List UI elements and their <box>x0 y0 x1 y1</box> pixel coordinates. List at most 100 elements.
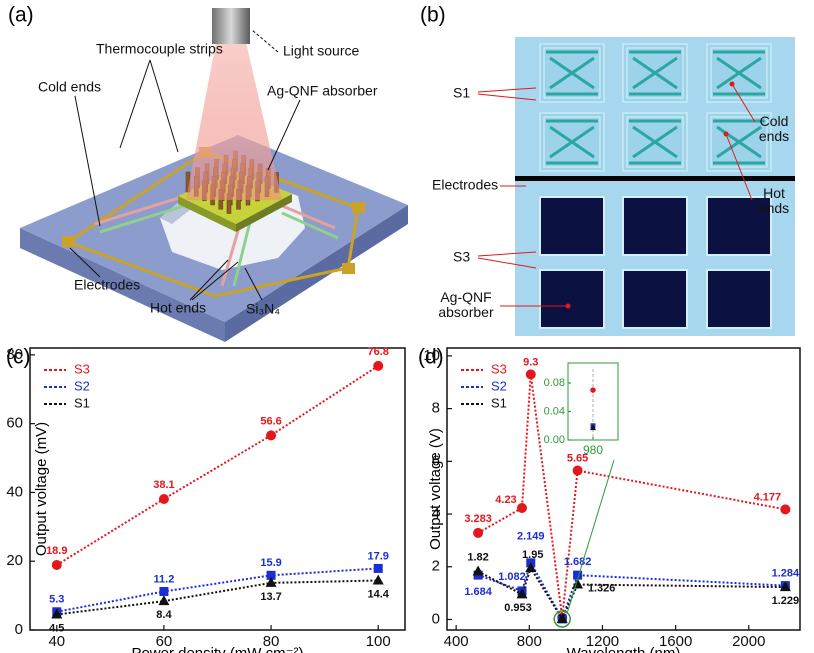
micrograph: S1 Electrodes S3 <box>432 37 795 336</box>
marker <box>265 576 277 587</box>
annotation: Hot ends <box>758 185 790 216</box>
leader <box>74 95 101 227</box>
light-source <box>212 8 250 44</box>
y-tick-label: 10 <box>423 347 440 364</box>
marker <box>472 565 484 576</box>
data-label: 17.9 <box>368 550 389 562</box>
electrode-frame <box>64 150 360 298</box>
legend-label: S1 <box>74 395 90 410</box>
data-label: 1.684 <box>464 586 492 598</box>
data-label: 1.229 <box>772 595 800 607</box>
series-line <box>56 579 379 616</box>
absorber-cell <box>539 269 605 329</box>
y-axis-label: Output voltage (mV) <box>33 422 50 556</box>
marker <box>573 570 583 580</box>
marker <box>373 563 383 573</box>
x-tick-label: 980 <box>583 443 603 457</box>
data-label: 1.95 <box>522 549 543 561</box>
legend-label: S3 <box>74 361 90 376</box>
dip-highlight <box>553 610 571 628</box>
annotation: Si₃N₄ <box>246 301 280 317</box>
data-label: 1.284 <box>772 568 800 580</box>
legend-label: S1 <box>491 395 507 410</box>
x-tick-label: 1200 <box>586 633 619 650</box>
strip <box>232 221 252 287</box>
data-label: 11.2 <box>154 573 175 585</box>
panel-label: (c) <box>6 346 31 369</box>
marker <box>525 369 536 380</box>
electrode-pad <box>352 202 365 213</box>
data-label: 9.3 <box>523 356 538 368</box>
legend-label: S3 <box>491 361 507 376</box>
annotation: Cold ends <box>758 113 790 144</box>
arrow <box>477 87 537 101</box>
data-label: 0.953 <box>504 602 532 614</box>
x-axis-label: Wavelength (nm) <box>567 645 681 653</box>
strip <box>94 194 186 226</box>
electrode-pad <box>342 263 355 274</box>
leader <box>267 99 301 171</box>
y-tick-label: 60 <box>6 415 23 432</box>
thermocouple-cell <box>538 111 606 173</box>
data-label: 76.8 <box>368 346 389 358</box>
plot-frame <box>29 347 406 631</box>
y-tick-label: 6 <box>432 452 440 469</box>
annotation: Hot ends <box>150 300 206 316</box>
y-tick-label: 2 <box>432 558 440 575</box>
y-tick-label: 0.04 <box>544 405 565 417</box>
marker <box>372 574 384 585</box>
data-label: 56.6 <box>260 415 281 427</box>
data-label: 5.3 <box>49 594 64 606</box>
data-label: 4.23 <box>495 494 516 506</box>
marker <box>473 527 484 538</box>
panel-label: (a) <box>8 4 34 27</box>
marker <box>516 588 528 599</box>
marker <box>779 581 791 592</box>
x-tick-label: 2000 <box>732 633 765 650</box>
x-tick-label: 800 <box>517 633 542 650</box>
y-tick-label: 0 <box>15 621 23 638</box>
x-tick-label: 1600 <box>659 633 692 650</box>
electrode-pad <box>62 236 75 247</box>
data-label: 18.9 <box>46 545 67 557</box>
annotation: Thermocouple strips <box>96 41 223 57</box>
data-label: 1.682 <box>564 556 592 568</box>
leader-lines <box>69 29 301 301</box>
marker <box>589 424 597 431</box>
absorber-cell <box>622 196 688 256</box>
panel-label: (b) <box>420 4 446 27</box>
x-axis-label: Power density (mW cm⁻²) <box>131 645 303 653</box>
leader <box>69 247 101 278</box>
data-label: 1.082 <box>498 571 526 583</box>
data-label: 14.4 <box>368 588 390 600</box>
marker <box>556 613 568 624</box>
data-label: 13.7 <box>260 591 281 603</box>
series-line <box>477 374 786 618</box>
y-axis-label: Output voltage (V) <box>427 428 444 550</box>
device-illustration: Thermocouple strips Light source Cold en… <box>20 8 408 342</box>
data-label: 3.283 <box>464 513 492 525</box>
arrow <box>725 133 753 201</box>
legend-label: S2 <box>491 378 507 393</box>
leader <box>119 59 179 153</box>
arrow-head <box>723 131 729 137</box>
inset-connector <box>566 459 615 614</box>
strip <box>279 203 336 230</box>
marker <box>159 586 169 596</box>
y-tick-label: 0.08 <box>544 377 565 389</box>
data-label: 1.82 <box>467 551 488 563</box>
data-label: 8.4 <box>156 609 172 621</box>
arrows <box>477 81 756 309</box>
x-tick-label: 100 <box>366 633 391 650</box>
marker <box>373 360 384 371</box>
arrow-head <box>565 303 571 309</box>
absorber-side <box>178 196 236 232</box>
absorber-cell <box>706 269 772 329</box>
legend-label: S2 <box>74 378 90 393</box>
marker <box>590 387 596 393</box>
thermocouple-cell <box>705 42 773 104</box>
y-tick-label: 8 <box>432 400 440 417</box>
arrow <box>477 251 537 269</box>
panel-label: (d) <box>418 346 444 369</box>
marker <box>158 595 170 606</box>
